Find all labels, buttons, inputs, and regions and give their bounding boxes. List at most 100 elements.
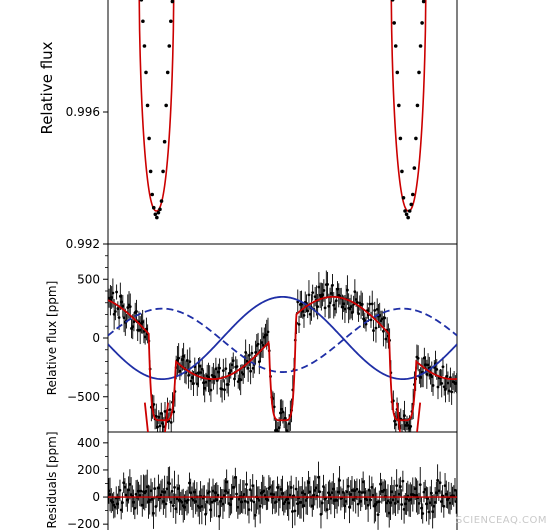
residual-point	[165, 487, 169, 491]
residual-point	[219, 499, 222, 503]
phase-data-point	[111, 291, 115, 295]
phase-data-point	[256, 342, 260, 346]
residual-point	[237, 497, 241, 501]
residual-point	[385, 501, 389, 505]
phase-data-point	[308, 312, 312, 316]
residual-point	[204, 512, 207, 516]
residual-point	[287, 501, 291, 505]
phase-data-point	[331, 283, 334, 287]
middle-ytick-label: 500	[77, 272, 100, 286]
residual-point	[390, 490, 394, 494]
residual-point	[320, 501, 324, 505]
residual-point	[422, 490, 426, 494]
residual-point	[397, 492, 401, 496]
residual-point	[418, 483, 422, 487]
residual-point	[140, 503, 144, 507]
residual-point	[169, 500, 173, 504]
phase-data-point	[168, 408, 172, 412]
residual-point	[137, 489, 140, 493]
residual-point	[376, 513, 380, 517]
phase-data-point	[311, 291, 315, 295]
transit-data-point	[393, 44, 398, 48]
residual-point	[325, 508, 329, 511]
residual-point	[293, 509, 297, 513]
transit-data-point	[403, 209, 407, 213]
phase-data-point	[241, 372, 245, 376]
residual-point	[299, 500, 303, 504]
residual-point	[353, 489, 356, 492]
phase-data-point	[209, 388, 213, 392]
phase-data-point	[435, 368, 439, 371]
residual-point	[139, 489, 143, 493]
phase-data-point	[117, 316, 121, 319]
residual-point	[302, 504, 305, 508]
phase-data-point	[431, 384, 435, 387]
phase-data-point	[279, 411, 282, 415]
residual-point	[214, 491, 217, 495]
phase-data-point	[214, 367, 218, 371]
phase-data-point	[224, 367, 228, 370]
residual-point	[247, 508, 251, 512]
transit-data-point	[401, 196, 406, 200]
residual-point	[230, 497, 234, 501]
residual-point	[434, 491, 438, 495]
phase-data-point	[350, 311, 354, 314]
residual-point	[200, 504, 204, 508]
residual-point	[192, 490, 196, 494]
residual-point	[251, 484, 255, 488]
bottom-ytick-label: 0	[92, 490, 100, 504]
residual-point	[398, 485, 402, 488]
residual-point	[262, 489, 266, 493]
residual-point	[111, 500, 114, 504]
residual-point	[242, 493, 246, 496]
residual-point	[421, 512, 425, 515]
residual-point	[304, 499, 308, 502]
phase-data-point	[272, 405, 276, 409]
phase-data-point	[348, 307, 352, 311]
transit-edge-line	[395, 402, 401, 432]
phase-data-point	[262, 335, 266, 339]
residual-point	[176, 487, 180, 490]
phase-data-point	[190, 376, 194, 379]
transit-data-point	[415, 103, 420, 108]
residual-point	[346, 484, 350, 488]
phase-data-point	[370, 302, 374, 306]
residual-point	[351, 498, 355, 502]
phase-data-point	[336, 287, 339, 291]
residual-point	[113, 505, 117, 509]
phase-data-point	[251, 366, 255, 370]
residual-point	[391, 498, 395, 502]
residual-point	[386, 499, 390, 503]
residual-point	[123, 485, 127, 489]
residual-point	[226, 491, 230, 494]
phase-data-point	[441, 365, 445, 369]
phase-data-point	[197, 371, 200, 375]
phase-data-point	[326, 283, 329, 286]
phase-data-point	[426, 363, 430, 367]
residual-point	[138, 494, 142, 497]
phase-data-point	[163, 409, 167, 413]
residual-point	[369, 498, 373, 502]
residual-point	[374, 502, 377, 506]
phase-data-point	[226, 383, 230, 386]
residual-point	[197, 506, 201, 509]
residual-point	[161, 500, 165, 503]
phase-curve-solid-line	[108, 295, 457, 381]
phase-data-point	[329, 292, 333, 295]
residual-point	[359, 499, 363, 503]
transit-data-point	[390, 0, 395, 2]
residual-point	[258, 504, 262, 508]
phase-data-point	[446, 381, 450, 385]
phase-data-point	[143, 335, 147, 339]
transit-data-point	[417, 70, 421, 75]
middle-ytick-label: −500	[67, 390, 100, 404]
transit-data-point	[395, 70, 400, 75]
residual-point	[216, 493, 220, 497]
residual-point	[295, 502, 299, 506]
residual-point	[431, 510, 435, 514]
transit-data-point	[406, 215, 410, 220]
residual-point	[127, 488, 131, 492]
phase-data-point	[115, 290, 119, 294]
phase-data-point	[393, 419, 396, 423]
phase-data-point	[128, 305, 132, 309]
